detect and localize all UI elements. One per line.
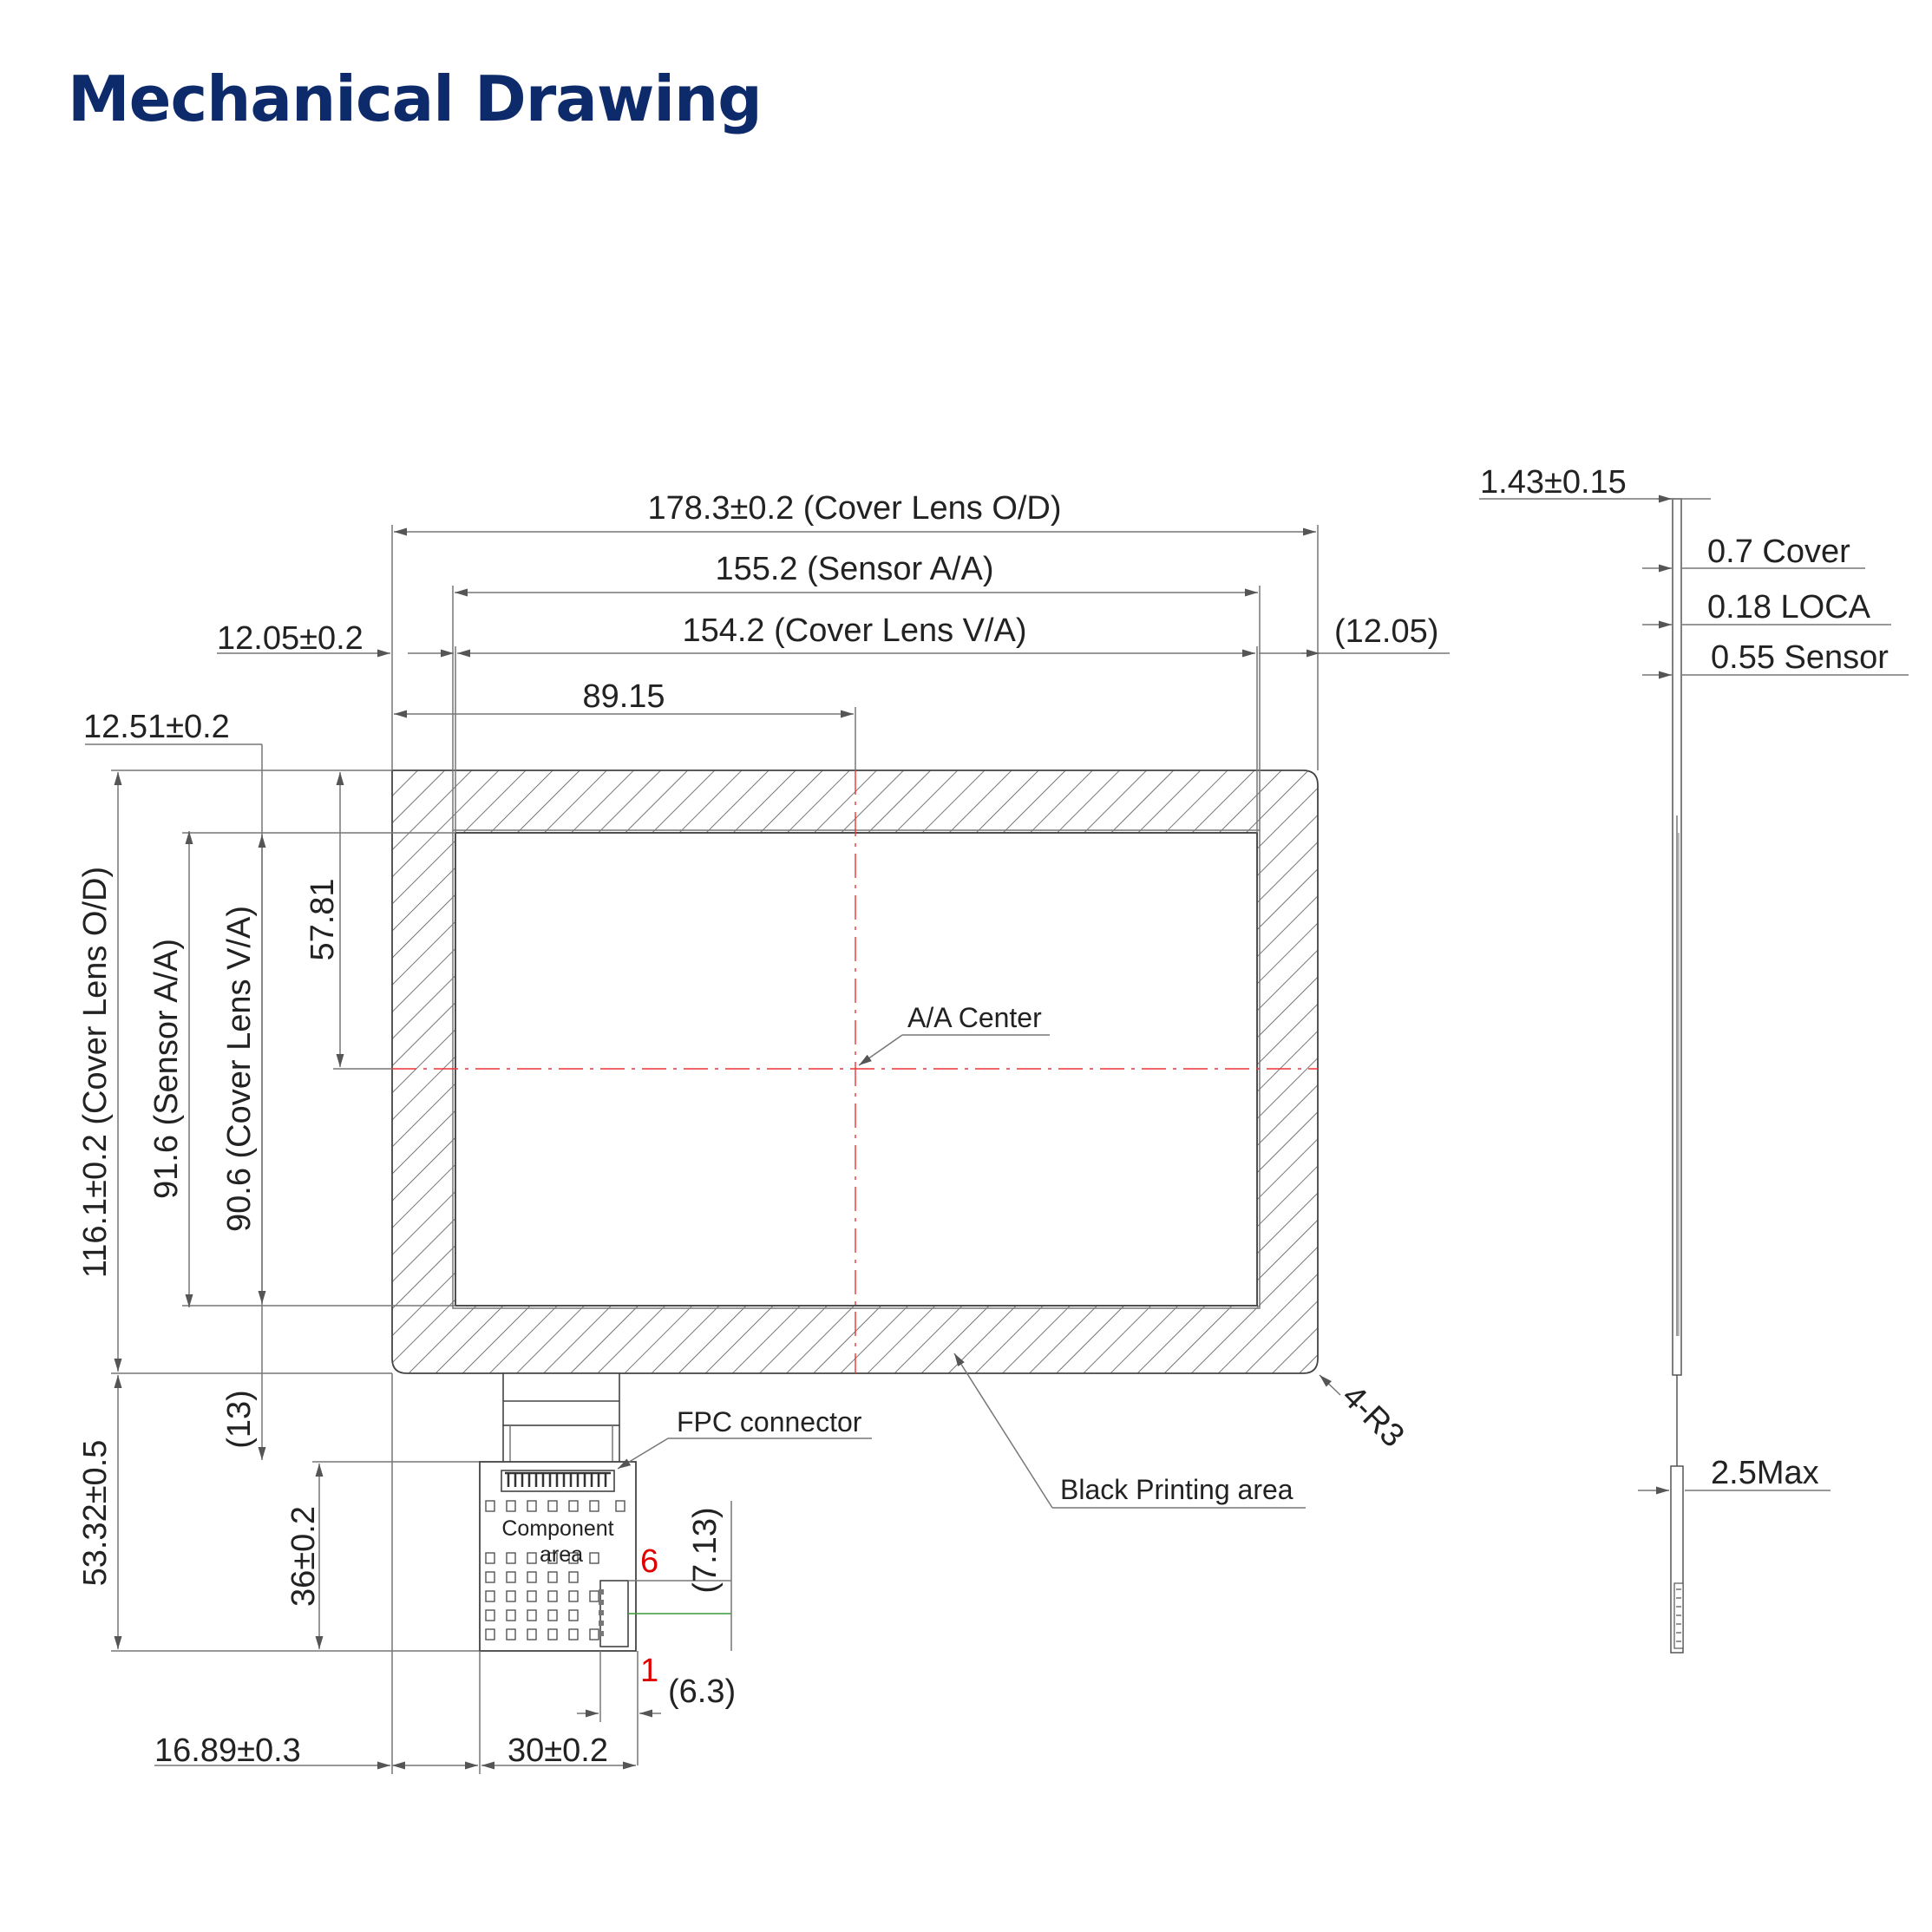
side-total: 1.43±0.15 (1480, 464, 1627, 501)
dim-fpc-total: 53.32±0.5 (77, 1440, 114, 1587)
label-aa-center: A/A Center (907, 1002, 1042, 1033)
fpc-tail (502, 1372, 620, 1462)
dim-cover-od-h: 116.1±0.2 (Cover Lens O/D) (77, 867, 114, 1278)
side-sensor: 0.55 Sensor (1711, 639, 1889, 676)
side-loca: 0.18 LOCA (1707, 589, 1871, 625)
page-title: Mechanical Drawing (68, 62, 763, 135)
label-pin-1: 1 (640, 1653, 658, 1689)
dim-fpc-gap: (13) (221, 1390, 258, 1449)
dim-cover-va-h: 90.6 (Cover Lens V/A) (221, 906, 258, 1232)
dim-top-margin: 12.51±0.2 (83, 709, 230, 745)
component-pads (485, 1500, 625, 1641)
dim-left-margin: 12.05±0.2 (217, 620, 363, 657)
dim-right-margin: (12.05) (1334, 613, 1438, 650)
dim-cover-va-w: 154.2 (Cover Lens V/A) (682, 612, 1026, 649)
pin-header (599, 1580, 629, 1647)
dim-sensor-aa-w: 155.2 (Sensor A/A) (715, 551, 993, 587)
extension-lines-left (111, 770, 480, 1652)
label-black-printing: Black Printing area (1060, 1474, 1293, 1505)
side-cover: 0.7 Cover (1707, 534, 1850, 570)
side-connector: 2.5Max (1711, 1455, 1819, 1491)
dim-fpc-board-h: 36±0.2 (285, 1506, 322, 1607)
label-pin-6: 6 (640, 1543, 658, 1580)
label-component-area-1: Component (501, 1516, 613, 1541)
dim-pin-pitch: (7.13) (687, 1507, 724, 1593)
label-fpc-connector: FPC connector (677, 1406, 862, 1438)
dim-fpc-offset: 16.89±0.3 (154, 1732, 301, 1769)
dim-center-x: 89.15 (582, 678, 665, 715)
dim-fpc-width: 30±0.2 (508, 1732, 608, 1769)
dim-center-y: 57.81 (305, 878, 341, 960)
fpc-board (479, 1461, 731, 1652)
side-view (1670, 498, 1684, 1654)
dim-cover-od-w: 178.3±0.2 (Cover Lens O/D) (647, 490, 1061, 527)
label-component-area-2: area (540, 1542, 583, 1567)
dim-sensor-aa-h: 91.6 (Sensor A/A) (148, 939, 185, 1199)
label-corner-radius: 4-R3 (1335, 1379, 1411, 1455)
extension-lines (391, 525, 1319, 833)
dim-pin-offset: (6.3) (668, 1673, 736, 1710)
